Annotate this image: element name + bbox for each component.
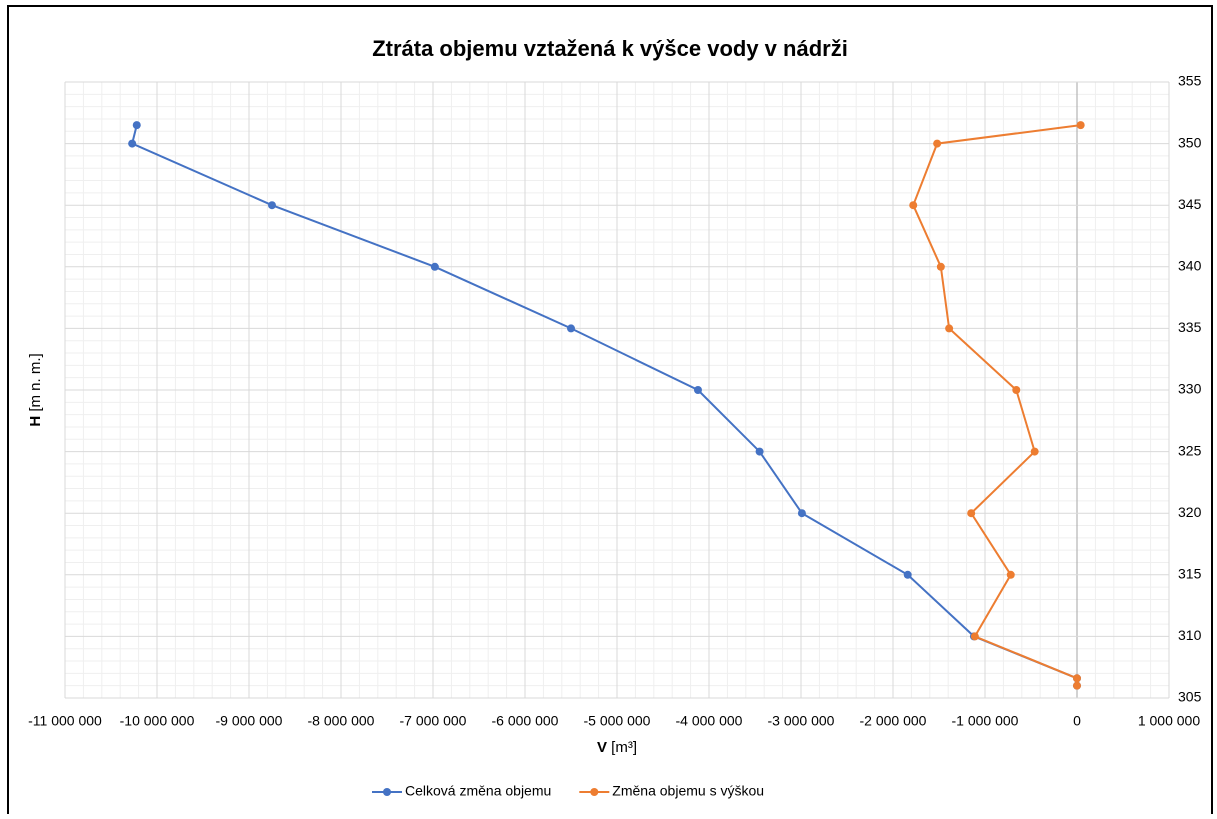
data-point <box>268 201 276 210</box>
data-point <box>903 570 912 579</box>
legend-item: Celková změna objemu <box>372 783 551 799</box>
x-axis-unit: [m³] <box>611 739 637 756</box>
x-tick-label: -8 000 000 <box>308 713 375 729</box>
series-line <box>912 124 1081 686</box>
x-tick-label: -4 000 000 <box>676 713 743 729</box>
data-point <box>1030 447 1039 456</box>
y-tick-label: 315 <box>1178 566 1202 582</box>
x-tick-label: -7 000 000 <box>400 713 467 729</box>
data-point <box>128 139 137 148</box>
data-point <box>430 262 439 271</box>
legend: Celková změna objemu Změna objemu s výško… <box>372 783 764 799</box>
data-point <box>1076 121 1085 130</box>
chart-border <box>7 5 1213 814</box>
data-point <box>1012 386 1021 394</box>
x-tick-label: -10 000 000 <box>120 713 195 729</box>
data-point <box>967 509 976 518</box>
x-axis-title: V [m³] <box>597 739 637 756</box>
y-tick-label: 325 <box>1178 442 1202 458</box>
y-tick-label: 330 <box>1178 381 1202 397</box>
x-axis-symbol: V <box>597 739 607 756</box>
x-tick-label: -2 000 000 <box>860 713 927 729</box>
data-point <box>970 632 979 641</box>
x-tick-label: -9 000 000 <box>216 713 283 729</box>
chart-title: Ztráta objemu vztažená k výšce vody v ná… <box>372 36 848 61</box>
data-point <box>933 139 942 148</box>
legend-label: Celková změna objemu <box>405 783 551 799</box>
data-point <box>693 386 702 394</box>
data-point <box>1006 570 1015 579</box>
x-tick-label: -3 000 000 <box>768 713 835 729</box>
data-point <box>909 201 918 210</box>
y-tick-label: 350 <box>1178 134 1202 150</box>
data-point <box>797 509 806 518</box>
y-axis-unit: [m n. m.] <box>27 353 44 411</box>
data-point <box>567 324 575 333</box>
legend-label: Změna objemu s výškou <box>612 783 764 799</box>
y-tick-label: 305 <box>1178 689 1202 705</box>
legend-item: Změna objemu s výškou <box>579 783 764 799</box>
y-tick-label: 345 <box>1178 196 1202 212</box>
x-tick-label: -5 000 000 <box>584 713 651 729</box>
legend-marker <box>590 788 599 796</box>
y-tick-label: 310 <box>1178 627 1202 643</box>
legend-marker <box>383 788 391 796</box>
y-tick-label: 320 <box>1178 504 1202 520</box>
data-point <box>132 121 141 130</box>
data-point <box>1073 674 1081 683</box>
x-tick-label: 1 000 000 <box>1138 713 1200 729</box>
x-tick-label: -1 000 000 <box>952 713 1019 729</box>
y-tick-label: 355 <box>1178 73 1202 89</box>
y-tick-label: 335 <box>1178 319 1202 335</box>
y-axis-symbol: H <box>27 416 44 427</box>
data-point <box>936 262 945 271</box>
data-point <box>1073 681 1081 690</box>
x-tick-label: -11 000 000 <box>28 713 102 729</box>
x-tick-label: -6 000 000 <box>492 713 559 729</box>
y-tick-label: 340 <box>1178 258 1202 274</box>
y-axis-title: H [m n. m.] <box>27 353 44 426</box>
series-line <box>130 124 1078 686</box>
x-tick-label: 0 <box>1073 713 1081 729</box>
data-point <box>755 447 764 456</box>
data-point <box>945 324 954 333</box>
